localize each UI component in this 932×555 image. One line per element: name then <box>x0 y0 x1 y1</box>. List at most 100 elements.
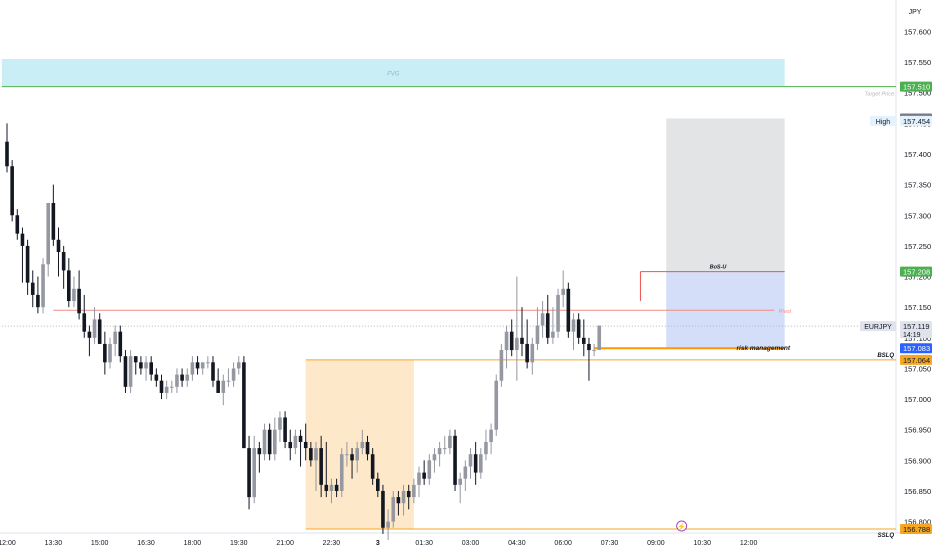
candle-body[interactable] <box>288 441 293 449</box>
candle-body[interactable] <box>556 294 560 332</box>
candle-body[interactable] <box>273 429 277 455</box>
candle-body[interactable] <box>406 490 411 498</box>
candle-body[interactable] <box>396 497 401 504</box>
candle-body[interactable] <box>324 484 329 491</box>
event-marker[interactable] <box>676 520 688 532</box>
candle-body[interactable] <box>15 215 20 234</box>
candle-body[interactable] <box>561 288 565 295</box>
candle-body[interactable] <box>437 448 442 455</box>
candle-body[interactable] <box>56 239 61 253</box>
candle-body[interactable] <box>41 264 45 308</box>
candle-body[interactable] <box>108 343 112 363</box>
candle-body[interactable] <box>103 343 107 363</box>
candle-body[interactable] <box>479 454 483 473</box>
candle-body[interactable] <box>576 319 581 338</box>
candle-body[interactable] <box>571 319 576 332</box>
candle-body[interactable] <box>154 374 159 381</box>
candle-body[interactable] <box>370 454 375 479</box>
candle-body[interactable] <box>267 429 272 455</box>
candle-body[interactable] <box>72 288 76 302</box>
candle-body[interactable] <box>381 490 385 528</box>
candle-body[interactable] <box>242 362 246 449</box>
time-axis[interactable]: 12:00 13:30 15:00 16:30 18:00 19:30 21:00 22:30… <box>0 540 757 547</box>
candle-body[interactable] <box>499 350 504 381</box>
candle-body[interactable] <box>216 380 220 393</box>
candle-body[interactable] <box>118 331 123 357</box>
candle-body[interactable] <box>278 417 282 430</box>
candle-body[interactable] <box>87 331 92 338</box>
candle-body[interactable] <box>463 466 468 479</box>
candle-body[interactable] <box>36 294 40 308</box>
candle-body[interactable] <box>144 362 148 369</box>
candle-body[interactable] <box>77 288 81 314</box>
candle-body[interactable] <box>164 386 169 393</box>
candle-body[interactable] <box>190 362 195 375</box>
candle-body[interactable] <box>226 380 231 382</box>
candle-body[interactable] <box>365 441 370 455</box>
candle-body[interactable] <box>530 343 535 363</box>
candle-body[interactable] <box>113 331 117 344</box>
candle-body[interactable] <box>206 362 210 364</box>
candle-body[interactable] <box>149 362 153 375</box>
candle-body[interactable] <box>236 362 241 369</box>
candle-body[interactable] <box>417 472 421 485</box>
candle-body[interactable] <box>175 374 179 387</box>
candle-body[interactable] <box>376 478 380 491</box>
candle-body[interactable] <box>427 460 432 479</box>
candle-body[interactable] <box>5 141 9 167</box>
candle-body[interactable] <box>329 484 334 491</box>
candle-body[interactable] <box>448 435 452 449</box>
candle-body[interactable] <box>221 380 226 393</box>
candle-body[interactable] <box>360 441 365 449</box>
candle-body[interactable] <box>540 313 545 326</box>
candle-body[interactable] <box>432 454 437 461</box>
candle-body[interactable] <box>61 252 66 271</box>
candle-body[interactable] <box>489 429 493 442</box>
candle-body[interactable] <box>139 362 143 369</box>
candle-body[interactable] <box>92 319 97 338</box>
candle-body[interactable] <box>231 368 236 381</box>
candle-body[interactable] <box>587 343 591 351</box>
candle-body[interactable] <box>391 497 396 522</box>
candles[interactable] <box>5 123 602 540</box>
candle-body[interactable] <box>133 356 138 363</box>
candle-body[interactable] <box>46 203 50 265</box>
candle-body[interactable] <box>551 331 555 338</box>
candle-body[interactable] <box>453 435 457 485</box>
candle-body[interactable] <box>211 362 215 381</box>
candle-body[interactable] <box>25 245 30 283</box>
candle-body[interactable] <box>283 417 287 442</box>
candle-body[interactable] <box>473 454 478 473</box>
candle-body[interactable] <box>247 448 251 498</box>
candle-body[interactable] <box>123 356 128 387</box>
candle-body[interactable] <box>257 448 262 455</box>
candle-body[interactable] <box>525 343 529 363</box>
price-axis[interactable]: JPY157.600157.550157.500157.450157.40015… <box>904 9 931 527</box>
candle-body[interactable] <box>412 484 416 498</box>
candle-body[interactable] <box>97 319 102 344</box>
candle-body[interactable] <box>515 337 519 351</box>
candle-body[interactable] <box>386 521 390 528</box>
candle-body[interactable] <box>509 331 514 351</box>
candle-body[interactable] <box>20 233 25 246</box>
candle-body[interactable] <box>422 472 426 479</box>
candle-body[interactable] <box>468 454 473 467</box>
candle-body[interactable] <box>494 380 499 430</box>
candle-body[interactable] <box>592 350 596 352</box>
candle-body[interactable] <box>401 490 406 504</box>
candle-body[interactable] <box>458 478 462 485</box>
candle-body[interactable] <box>82 313 87 332</box>
candle-body[interactable] <box>200 362 205 369</box>
candle-body[interactable] <box>319 448 323 485</box>
candle-body[interactable] <box>10 166 14 216</box>
candle-body[interactable] <box>128 356 133 387</box>
candle-body[interactable] <box>303 441 308 449</box>
candle-body[interactable] <box>30 282 35 295</box>
candle-body[interactable] <box>298 435 303 442</box>
candle-body[interactable] <box>185 374 190 381</box>
candle-body[interactable] <box>262 429 267 455</box>
candle-body[interactable] <box>545 313 550 338</box>
candle-body[interactable] <box>442 448 447 450</box>
candle-body[interactable] <box>345 454 349 456</box>
